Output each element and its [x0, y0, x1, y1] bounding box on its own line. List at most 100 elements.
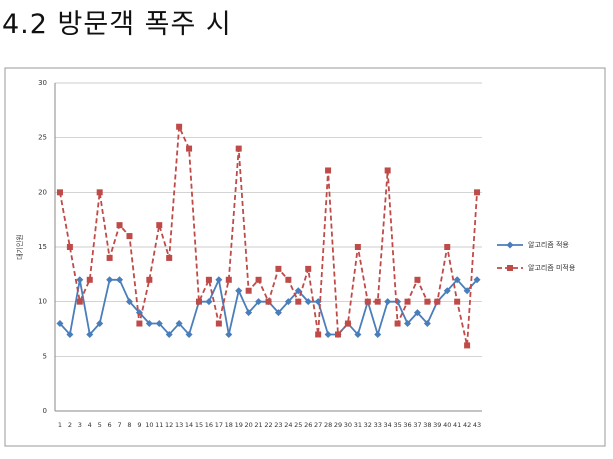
point: [473, 276, 481, 284]
point: [424, 298, 431, 305]
point: [434, 298, 441, 305]
x-tick-label: 38: [423, 421, 431, 429]
x-tick-label: 34: [384, 421, 392, 429]
point: [116, 222, 123, 229]
point: [394, 320, 401, 327]
point: [76, 298, 83, 305]
x-tick-label: 43: [473, 421, 481, 429]
x-tick-label: 19: [235, 421, 243, 429]
x-tick-label: 33: [374, 421, 382, 429]
point: [86, 276, 93, 283]
x-tick-label: 25: [294, 421, 302, 429]
point: [175, 320, 183, 328]
legend-label: 알고리즘 적용: [528, 240, 569, 249]
x-tick-label: 18: [225, 421, 233, 429]
x-tick-label: 26: [304, 421, 312, 429]
point: [374, 298, 381, 305]
point: [186, 145, 193, 152]
point: [507, 265, 513, 271]
point: [166, 254, 173, 261]
point: [195, 298, 202, 305]
point: [404, 298, 411, 305]
point: [96, 189, 103, 196]
x-tick-label: 7: [117, 421, 121, 429]
x-tick-label: 12: [165, 421, 173, 429]
x-tick-label: 36: [403, 421, 411, 429]
y-tick-label: 20: [38, 188, 47, 196]
point: [86, 330, 94, 338]
point: [275, 265, 282, 272]
x-tick-label: 39: [433, 421, 441, 429]
y-tick-label: 25: [38, 134, 47, 142]
point: [185, 330, 193, 338]
point: [285, 276, 292, 283]
point: [443, 287, 451, 295]
point: [245, 287, 252, 294]
point: [374, 330, 382, 338]
point: [255, 276, 262, 283]
y-tick-label: 0: [43, 407, 47, 415]
point: [96, 320, 104, 328]
point: [265, 298, 272, 305]
point: [315, 331, 322, 338]
point: [146, 276, 153, 283]
x-tick-label: 41: [453, 421, 461, 429]
point: [384, 167, 391, 174]
x-tick-label: 4: [88, 421, 92, 429]
point: [344, 320, 351, 327]
x-tick-label: 35: [393, 421, 401, 429]
x-tick-label: 9: [137, 421, 141, 429]
point: [106, 276, 114, 284]
point: [155, 320, 163, 328]
point: [145, 320, 153, 328]
x-tick-label: 22: [264, 421, 272, 429]
x-tick-label: 17: [215, 421, 223, 429]
point: [463, 287, 471, 295]
point: [423, 320, 431, 328]
point: [404, 320, 412, 328]
x-tick-label: 28: [324, 421, 332, 429]
point: [255, 298, 263, 306]
point: [66, 330, 74, 338]
x-tick-label: 2: [68, 421, 72, 429]
point: [295, 298, 302, 305]
point: [76, 276, 84, 284]
point: [354, 244, 361, 250]
point: [384, 298, 392, 306]
point: [235, 287, 243, 295]
point: [414, 276, 421, 283]
point: [66, 244, 73, 250]
point: [294, 287, 302, 295]
y-tick-label: 10: [38, 298, 47, 306]
point: [444, 244, 451, 250]
point: [354, 330, 362, 338]
point: [413, 309, 421, 317]
point: [453, 276, 461, 284]
point: [156, 222, 163, 229]
point: [56, 189, 63, 196]
x-tick-label: 13: [175, 421, 183, 429]
point: [116, 276, 124, 284]
x-tick-label: 20: [244, 421, 252, 429]
point: [205, 298, 213, 306]
point: [225, 330, 233, 338]
point: [136, 320, 143, 327]
x-tick-label: 8: [127, 421, 131, 429]
point: [274, 309, 282, 317]
point: [176, 123, 183, 130]
point: [335, 331, 342, 338]
point: [364, 298, 371, 305]
point: [474, 189, 481, 196]
x-tick-label: 32: [364, 421, 372, 429]
point: [165, 330, 173, 338]
y-tick-label: 5: [43, 352, 47, 360]
point: [454, 298, 461, 305]
x-tick-label: 37: [413, 421, 421, 429]
y-tick-label: 30: [38, 79, 47, 87]
x-tick-label: 5: [98, 421, 102, 429]
x-tick-label: 24: [284, 421, 292, 429]
x-tick-label: 6: [108, 421, 112, 429]
point: [215, 276, 223, 284]
point: [506, 241, 514, 249]
